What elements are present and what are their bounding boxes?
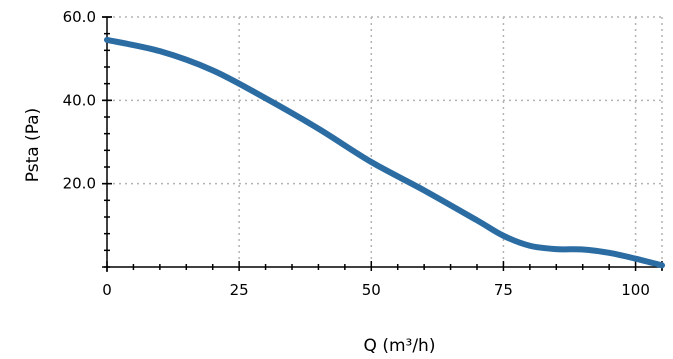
x-axis-title: Q (m³/h) [364,336,436,356]
grid [107,16,663,267]
x-tick-label: 0 [102,281,112,299]
y-tick-label: 60.0 [63,8,96,26]
x-tick-label: 100 [621,281,650,299]
ticks [102,16,663,271]
x-tick-label: 25 [230,281,249,299]
x-tick-label: 50 [362,281,381,299]
tick-labels: 0 25 50 75 100 20.0 40.0 60.0 [63,8,650,299]
series-line [104,36,665,269]
x-tick-label: 75 [494,281,513,299]
y-tick-label: 40.0 [63,91,96,109]
y-tick-label: 20.0 [63,175,96,193]
series [104,36,665,269]
axes [102,17,662,272]
y-axis-title: Psta (Pa) [23,108,43,182]
